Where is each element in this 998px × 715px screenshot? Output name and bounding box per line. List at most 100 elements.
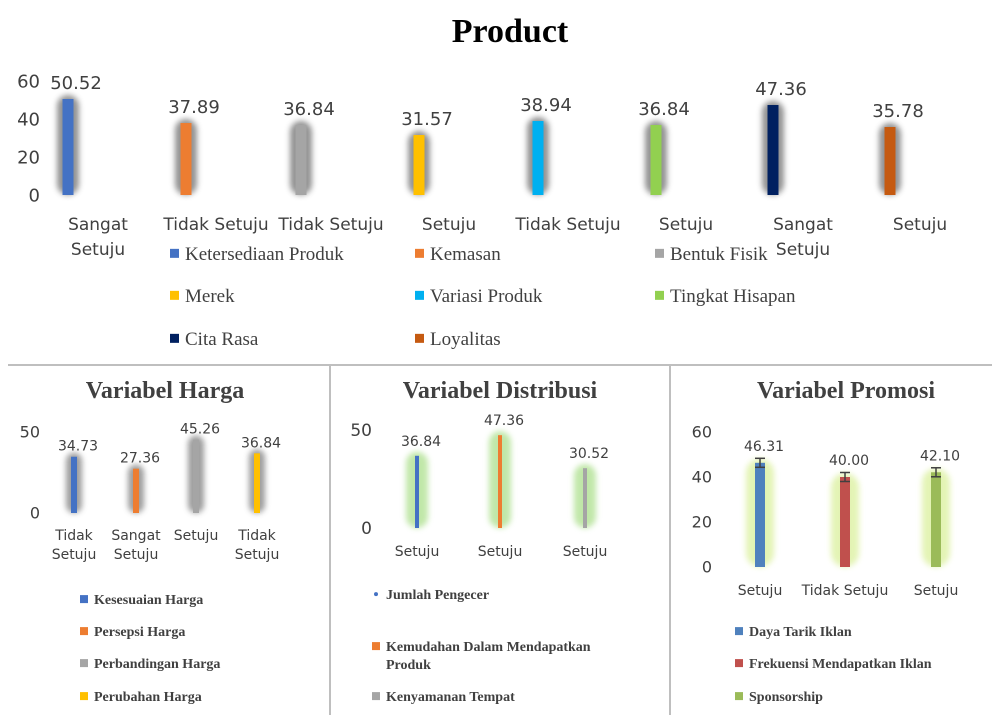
legend-label: Ketersediaan Produk: [185, 244, 344, 265]
legend: Ketersediaan Produk Kemasan Bentuk Fisik Me…: [170, 244, 796, 350]
legend: Daya Tarik Iklan Frekuensi Mendapatkan Ik…: [735, 625, 932, 705]
data-label: 46.31: [744, 439, 784, 455]
data-label: 31.57: [401, 109, 453, 130]
chart-title: Variabel Distribusi: [403, 378, 598, 404]
bar: [650, 125, 662, 195]
y-tick-label: 60: [692, 423, 712, 442]
legend-label: Kemasan: [430, 244, 501, 265]
data-label: 37.89: [168, 97, 220, 118]
legend-swatch: [415, 290, 424, 300]
y-tick-label: 0: [30, 504, 40, 523]
y-tick-label: 0: [29, 185, 40, 206]
x-tick-label: Tidak Setuju: [514, 215, 620, 235]
x-tick-label: Setuju: [422, 215, 476, 235]
x-tick-label: Tidak Setuju: [235, 528, 280, 563]
legend-swatch: [80, 692, 88, 701]
legend-label: Kesesuaian Harga: [94, 593, 203, 608]
x-tick-label: Setuju: [893, 215, 947, 235]
legend-label: Kenyamanan Tempat: [386, 690, 515, 705]
bar: [133, 468, 139, 513]
bar: [583, 468, 587, 528]
bar: [840, 477, 850, 567]
bar: [62, 99, 74, 195]
legend-label: Loyalitas: [430, 329, 501, 350]
legend-swatch: [372, 692, 380, 701]
legend-swatch: [170, 290, 179, 300]
y-tick-label: 20: [17, 147, 40, 168]
x-tick-label: Sangat Setuju: [773, 215, 833, 260]
data-label: 36.84: [638, 99, 690, 120]
legend-swatch: [735, 692, 743, 701]
x-tick-label: Tidak Setuju: [801, 583, 889, 599]
data-label: 35.78: [872, 101, 924, 122]
legend-label: Daya Tarik Iklan: [749, 625, 852, 640]
y-tick-label: 50: [20, 423, 40, 442]
x-tick-label: Tidak Setuju: [162, 215, 268, 235]
bar: [884, 127, 896, 195]
data-label: 47.36: [484, 413, 524, 429]
y-tick-label: 0: [361, 519, 372, 539]
legend-label: Perubahan Harga: [94, 690, 202, 705]
chart-title: Variabel Harga: [86, 378, 244, 404]
data-label: 30.52: [569, 446, 609, 462]
bar: [415, 455, 419, 528]
bar: [413, 135, 425, 195]
chart-harga: Variabel Harga 0 50 34.73 Tidak Setuju 27.36 Sa…: [20, 378, 281, 705]
data-label: 27.36: [120, 451, 160, 467]
bar: [71, 456, 77, 513]
bar: [755, 462, 765, 567]
x-tick-label: Tidak Setuju: [52, 528, 97, 563]
bar: [931, 472, 941, 567]
x-tick-label: Sangat Setuju: [111, 528, 161, 563]
bar: [254, 453, 260, 513]
legend-label: Sponsorship: [749, 690, 823, 705]
bar: [532, 121, 544, 195]
legend-label: Merek: [185, 286, 235, 307]
legend-swatch: [415, 333, 424, 343]
legend-label: Perbandingan Harga: [94, 657, 220, 672]
x-tick-label: Setuju: [563, 544, 608, 560]
x-tick-label: Setuju: [659, 215, 713, 235]
legend-swatch: [170, 248, 179, 258]
chart-distribusi: Variabel Distribusi 0 50 36.84 Setuju 47.36 Se…: [350, 378, 609, 705]
data-label: 45.26: [180, 422, 220, 438]
x-tick-label: Setuju: [738, 583, 783, 599]
data-label: 40.00: [829, 453, 869, 469]
legend-swatch: [735, 627, 743, 636]
x-tick-label: Setuju: [174, 528, 219, 544]
y-tick-label: 40: [17, 109, 40, 130]
data-label: 47.36: [755, 79, 807, 100]
legend-swatch: [655, 248, 664, 258]
data-label: 36.84: [241, 435, 281, 451]
bar: [193, 439, 199, 513]
data-label: 34.73: [58, 439, 98, 455]
x-tick-label: Tidak Setuju: [277, 215, 383, 235]
legend-label: Jumlah Pengecer: [386, 588, 489, 603]
legend-swatch: [374, 592, 378, 597]
bar: [180, 123, 192, 195]
charts-layer: 0 20 40 60 50.52 Sangat Setuju 37.89 Tidak Setuj…: [17, 71, 960, 705]
y-tick-label: 50: [350, 421, 372, 441]
x-tick-label: Setuju: [395, 544, 440, 560]
legend: Jumlah Pengecer Kemudahan Dalam Mendapatk…: [372, 588, 591, 705]
legend-label: Kemudahan Dalam Mendapatkan Produk: [386, 640, 591, 673]
legend-swatch: [80, 627, 88, 636]
legend-swatch: [80, 595, 88, 604]
legend-swatch: [415, 248, 424, 258]
bar: [498, 435, 502, 528]
legend-swatch: [735, 659, 743, 668]
legend-label: Persepsi Harga: [94, 625, 185, 640]
legend-swatch: [170, 333, 179, 343]
legend-label: Frekuensi Mendapatkan Iklan: [749, 657, 932, 672]
legend: Kesesuaian Harga Persepsi Harga Perbanding…: [80, 593, 220, 705]
legend-swatch: [80, 659, 88, 668]
chart-title: Variabel Promosi: [757, 378, 935, 404]
legend-swatch: [372, 642, 380, 651]
data-label: 38.94: [520, 95, 572, 116]
main-title: Product: [452, 13, 569, 50]
legend-label: Variasi Produk: [430, 286, 543, 307]
data-label: 50.52: [50, 73, 102, 94]
y-tick-label: 40: [692, 468, 712, 487]
chart-product: 0 20 40 60 50.52 Sangat Setuju 37.89 Tidak Setuj…: [17, 71, 947, 350]
